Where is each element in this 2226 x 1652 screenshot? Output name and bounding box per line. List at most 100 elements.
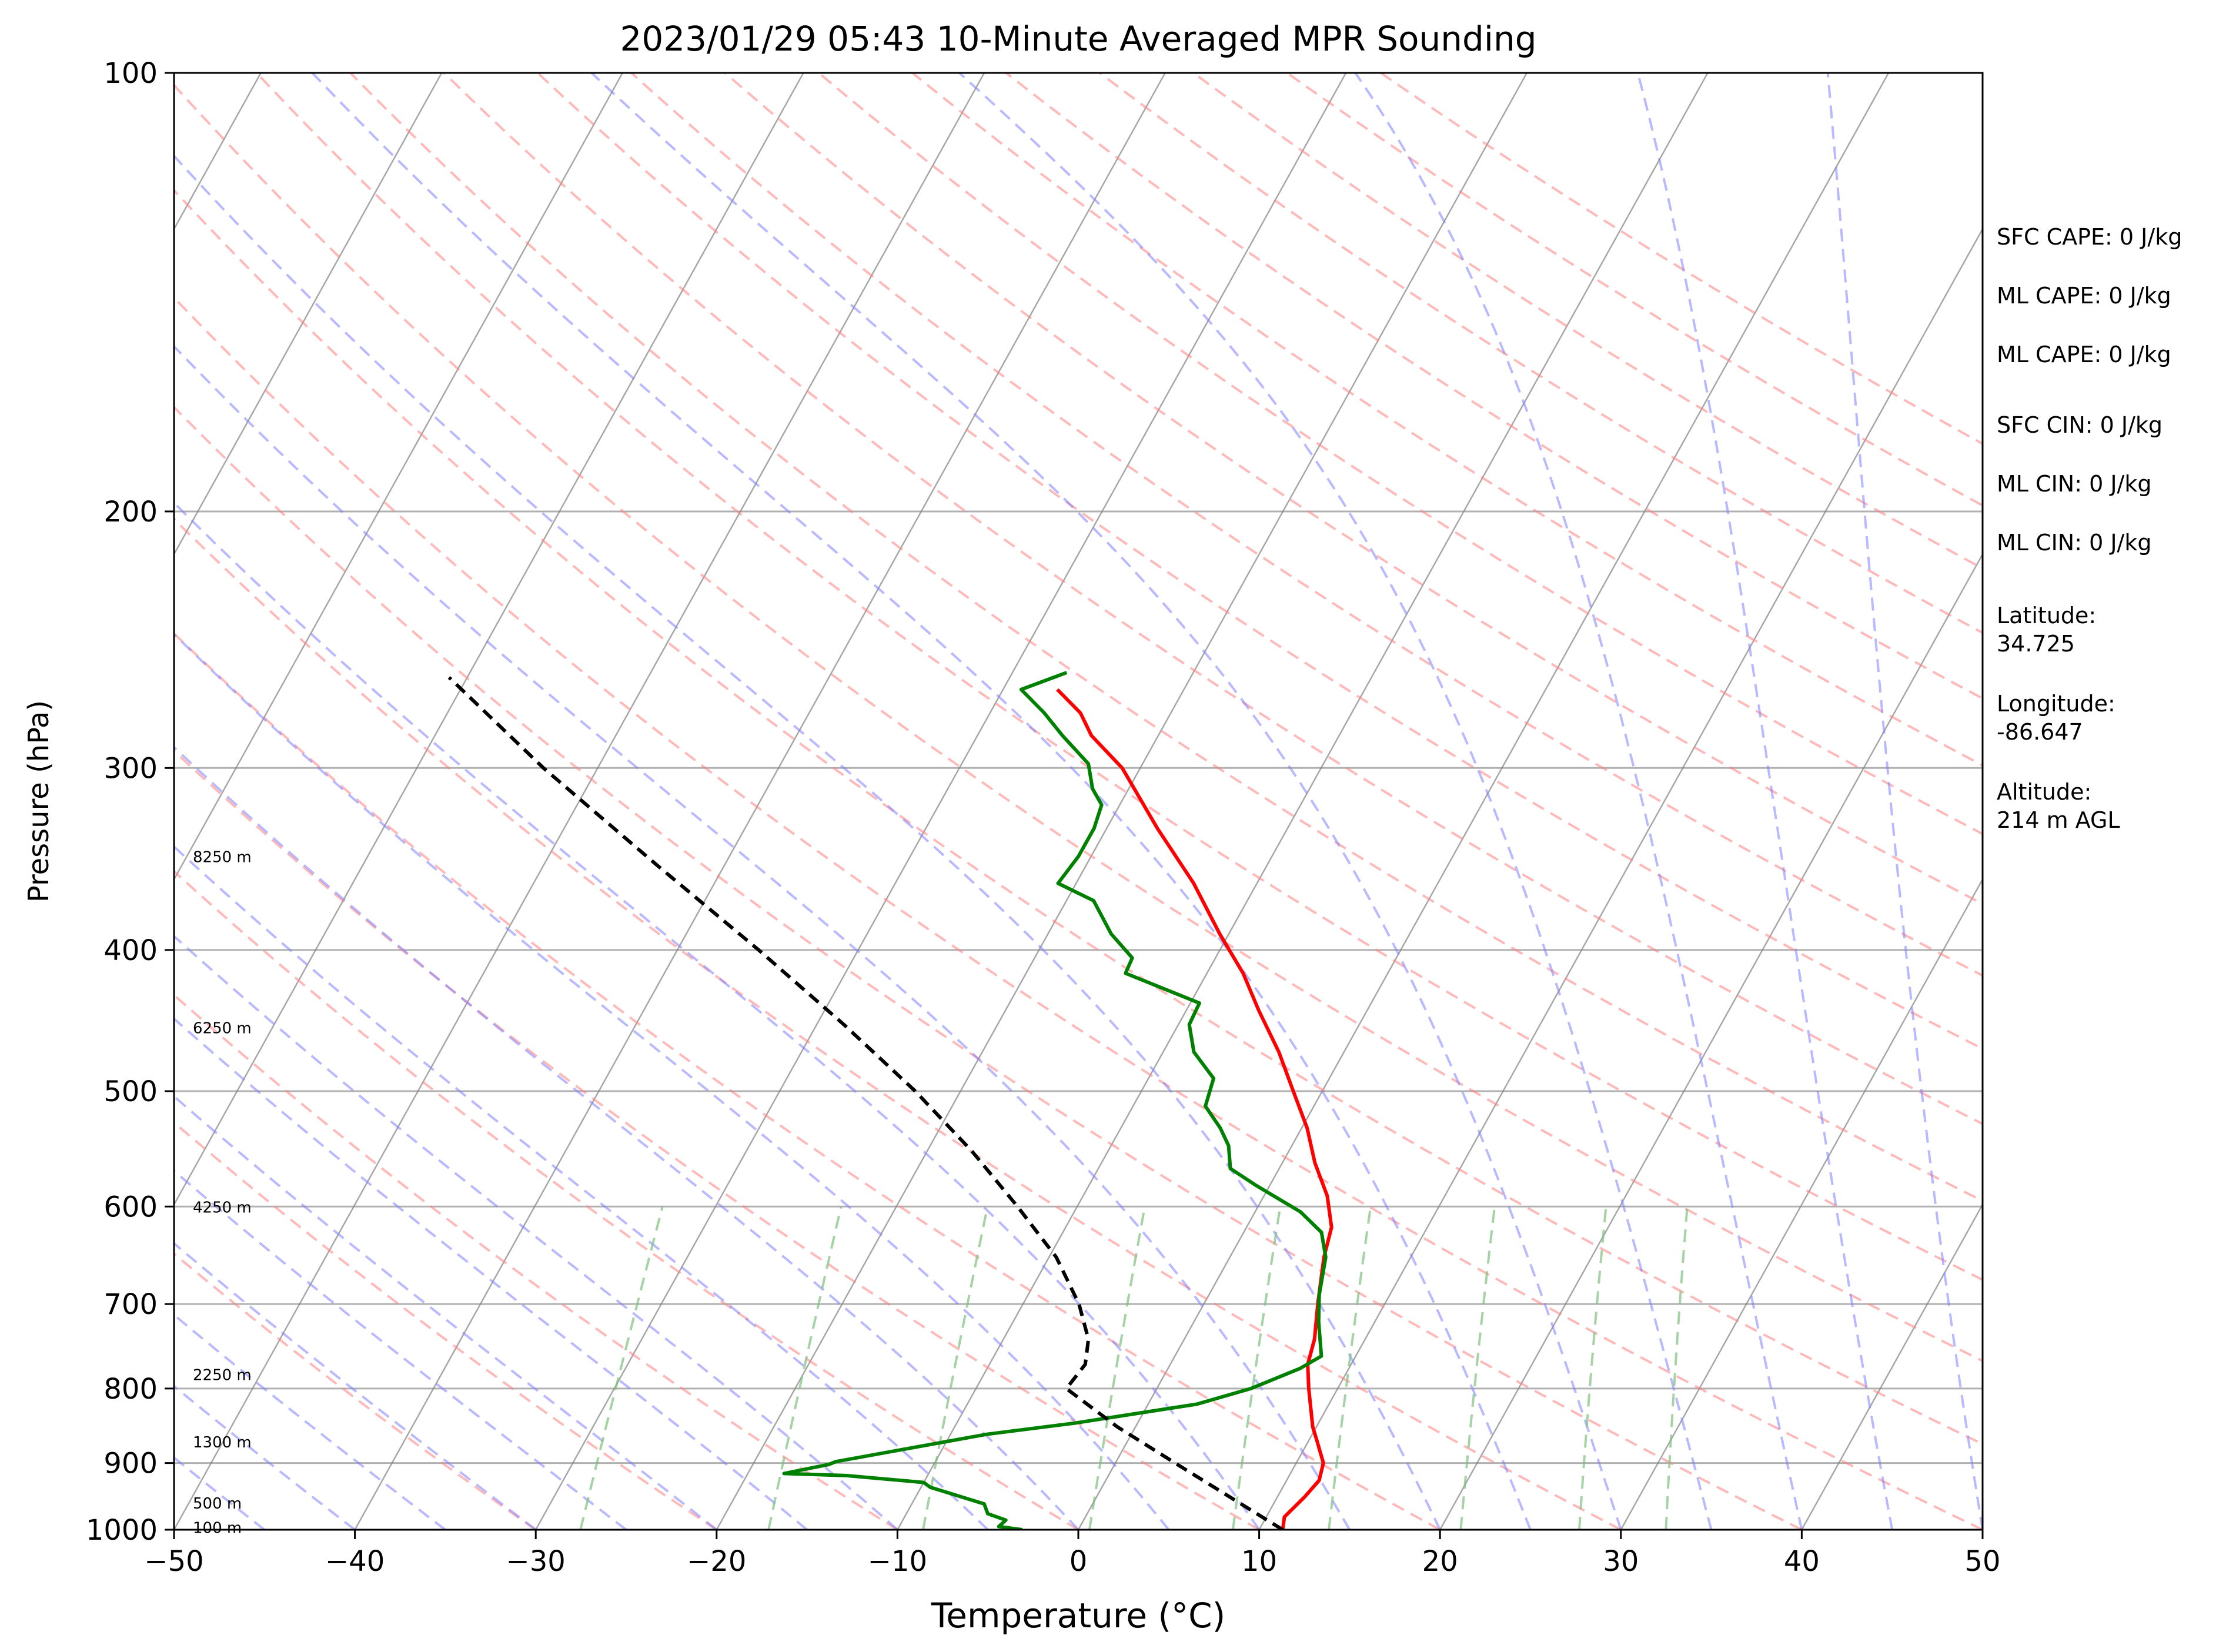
isotherm-line: [174, 73, 804, 1206]
dry-adiabat-line: [1005, 73, 1983, 700]
x-tick-label: −40: [325, 1545, 385, 1578]
isotherm-line: [354, 73, 1166, 1530]
y-tick-label: 100: [103, 57, 158, 90]
moist-adiabat-line: [1636, 73, 1894, 1530]
x-tick-label: 50: [1964, 1545, 2000, 1578]
dry-adiabat-line: [174, 993, 898, 1530]
sfc-cin-text: SFC CIN: 0 J/kg: [1997, 412, 2163, 438]
ml-cin-text: ML CIN: 0 J/kg: [1997, 471, 2151, 497]
y-tick-label: 900: [103, 1447, 158, 1480]
longitude-value: -86.647: [1997, 719, 2083, 745]
x-tick-label: −10: [868, 1545, 927, 1578]
moist-adiabat-line: [174, 633, 1170, 1530]
dry-adiabat-line: [443, 73, 1983, 1125]
moist-adiabat-line: [1354, 73, 1803, 1530]
x-tick-label: −30: [506, 1545, 566, 1578]
y-tick-label: 500: [103, 1075, 158, 1108]
moist-adiabat-line: [174, 1017, 808, 1530]
moist-adiabat-line: [174, 1169, 627, 1530]
y-tick-label: 200: [103, 496, 158, 529]
dry-adiabat-line: [174, 1121, 717, 1530]
moist-adiabat-line: [174, 1242, 537, 1530]
latitude-value: 34.725: [1997, 631, 2075, 657]
dry-adiabat-line: [174, 749, 1260, 1530]
moist-adiabat-line: [1826, 73, 1983, 1530]
x-tick-label: 20: [1422, 1545, 1458, 1578]
y-tick-label: 300: [103, 752, 158, 785]
moist-adiabat-line: [174, 1385, 356, 1530]
height-label: 100 m: [193, 1520, 242, 1537]
x-tick-label: 10: [1241, 1545, 1277, 1578]
height-label: 1300 m: [193, 1434, 252, 1452]
y-axis-title: Pressure (hPa): [22, 700, 55, 902]
altitude-value: 214 m AGL: [1997, 807, 2120, 833]
isotherm-line: [174, 73, 443, 556]
isotherm-line: [1801, 1203, 1983, 1530]
mixing-ratio-line: [1665, 1206, 1689, 1530]
dewpoint-trace: [782, 671, 1328, 1530]
y-tick-label: 400: [103, 934, 158, 967]
dry-adiabat-line: [818, 73, 1983, 835]
moist-adiabat-line: [174, 1095, 718, 1530]
dry-adiabat-line: [174, 631, 1441, 1530]
parcel-trace: [447, 676, 1284, 1530]
isotherm-line: [1620, 878, 1983, 1530]
dry-adiabat-line: [724, 73, 1983, 905]
temperature-trace: [1056, 688, 1333, 1530]
mixing-ratio-line: [922, 1206, 989, 1530]
mixing-ratio-line: [1578, 1206, 1607, 1530]
dry-adiabat-line: [174, 188, 1983, 1446]
x-axis-title: Temperature (°C): [931, 1596, 1226, 1636]
ml-cin-text-2: ML CIN: 0 J/kg: [1997, 530, 2151, 556]
x-tick-label: −50: [144, 1545, 203, 1578]
ml-cape-text: ML CAPE: 0 J/kg: [1997, 283, 2171, 309]
latitude-label: Latitude:: [1997, 603, 2096, 628]
ml-cape-text-2: ML CAPE: 0 J/kg: [1997, 342, 2171, 367]
height-label: 6250 m: [193, 1019, 252, 1037]
x-tick-label: −20: [687, 1545, 746, 1578]
moist-adiabat-line: [174, 745, 1079, 1530]
dry-adiabat-line: [1286, 73, 1983, 507]
isotherm-line: [897, 73, 1709, 1530]
isotherm-line: [535, 73, 1347, 1530]
dry-adiabat-line: [174, 1252, 537, 1530]
chart-title: 2023/01/29 05:43 10-Minute Averaged MPR …: [620, 19, 1536, 59]
y-tick-label: 1000: [86, 1514, 158, 1547]
height-label: 500 m: [193, 1495, 242, 1513]
stats-panel: SFC CAPE: 0 J/kg ML CAPE: 0 J/kg ML CAPE…: [1997, 224, 2182, 833]
mixing-ratio-line: [1328, 1206, 1372, 1530]
longitude-label: Longitude:: [1997, 691, 2115, 717]
moist-adiabat-line: [958, 73, 1713, 1530]
isotherm-line: [1258, 227, 1983, 1530]
moist-adiabat-line: [174, 154, 1442, 1530]
moist-adiabat-line: [174, 501, 1261, 1530]
y-tick-label: 600: [103, 1190, 158, 1223]
y-tick-label: 800: [103, 1373, 158, 1406]
height-label: 8250 m: [193, 849, 252, 867]
isotherm-line: [174, 73, 623, 881]
mixing-ratio-line: [767, 1206, 843, 1530]
moist-adiabat-line: [311, 73, 1532, 1530]
isotherm-line: [1439, 553, 1983, 1530]
dry-adiabat-line: [349, 73, 1983, 1202]
mixing-ratio-line: [579, 1206, 664, 1530]
mixing-ratio-line: [1088, 1206, 1147, 1530]
y-tick-label: 700: [103, 1288, 158, 1321]
x-tick-label: 40: [1784, 1545, 1820, 1578]
sfc-cape-text: SFC CAPE: 0 J/kg: [1997, 224, 2182, 250]
isotherm-line: [174, 73, 985, 1530]
dry-adiabat-line: [174, 405, 1803, 1530]
moist-adiabat-line: [174, 845, 989, 1530]
x-tick-label: 30: [1603, 1545, 1639, 1578]
moist-adiabat-line: [174, 934, 898, 1530]
height-label: 4250 m: [193, 1199, 252, 1216]
mixing-ratio-line: [1459, 1206, 1496, 1530]
altitude-label: Altitude:: [1997, 779, 2091, 805]
mixing-ratio-line: [1231, 1206, 1282, 1530]
x-tick-label: 0: [1069, 1545, 1088, 1578]
isotherm-line: [1077, 73, 1890, 1530]
dry-adiabat-line: [1099, 73, 1983, 634]
isotherm-line: [716, 73, 1528, 1530]
dry-adiabat-line: [174, 83, 1983, 1362]
